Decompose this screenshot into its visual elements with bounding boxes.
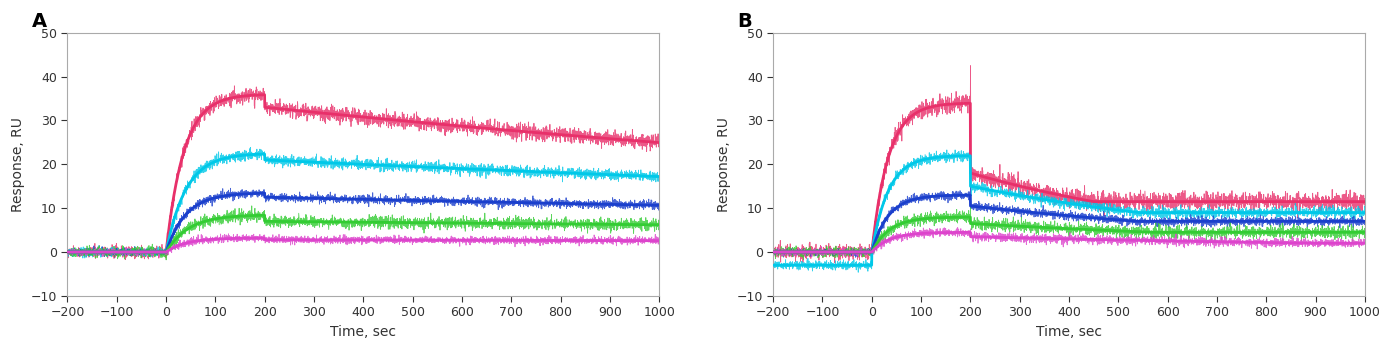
Text: A: A — [32, 12, 47, 30]
X-axis label: Time, sec: Time, sec — [1036, 325, 1102, 339]
Y-axis label: Response, RU: Response, RU — [11, 117, 25, 212]
Text: B: B — [738, 12, 753, 30]
X-axis label: Time, sec: Time, sec — [330, 325, 397, 339]
Y-axis label: Response, RU: Response, RU — [717, 117, 731, 212]
